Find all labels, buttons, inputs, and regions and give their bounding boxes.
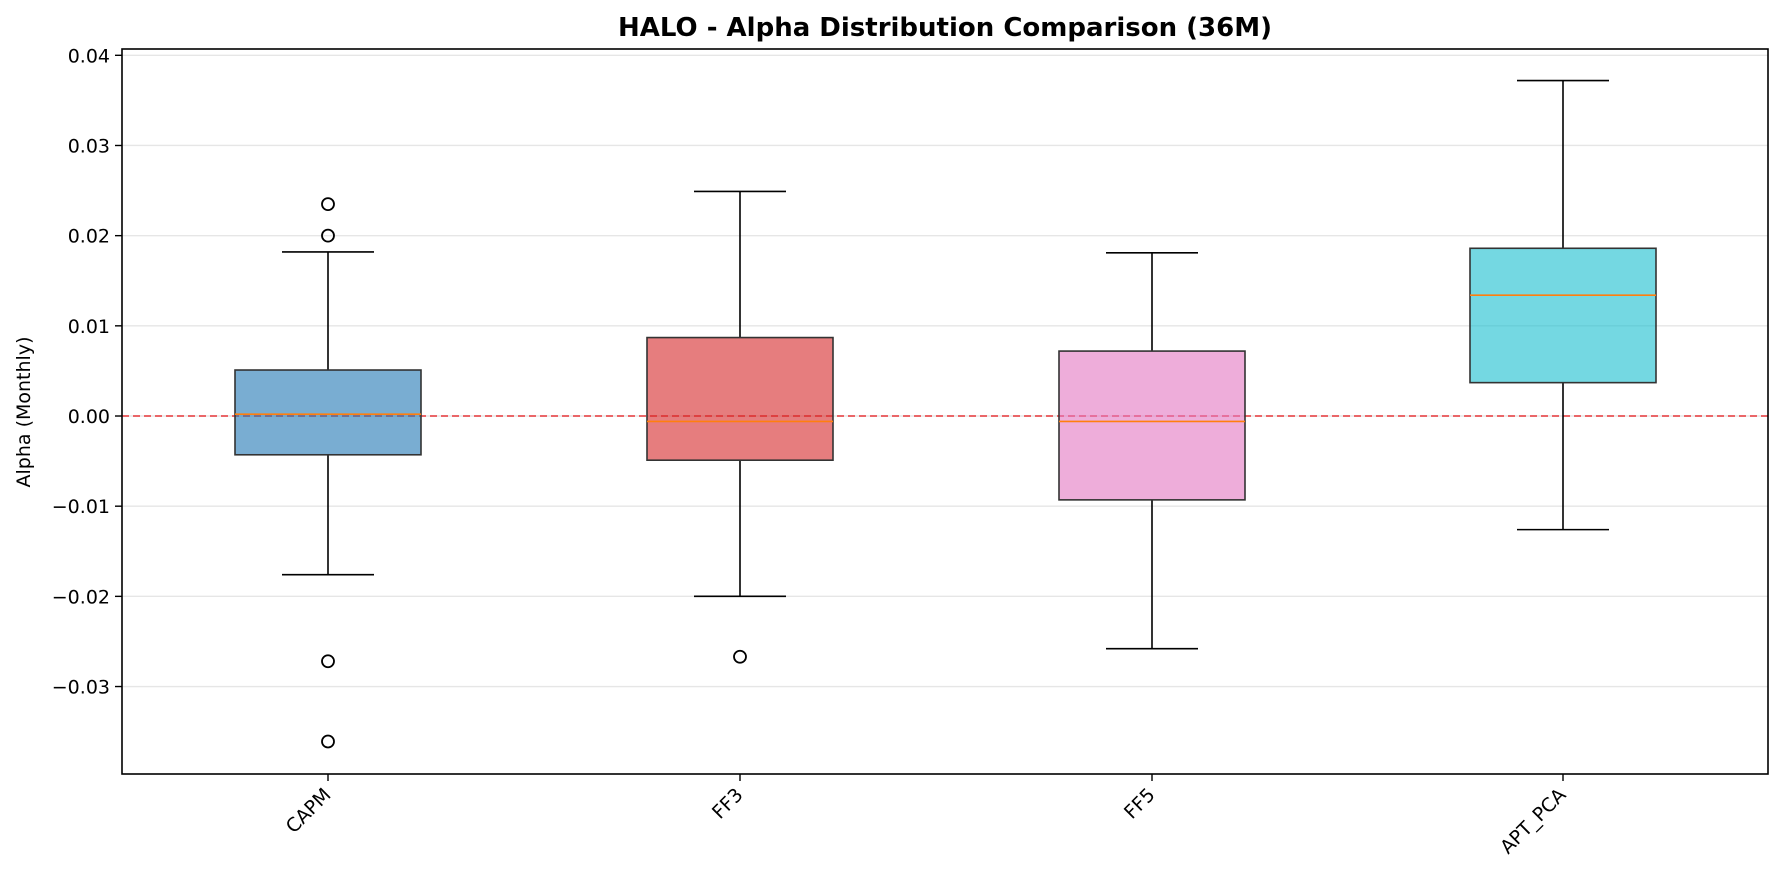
iqr-box — [234, 369, 422, 456]
x-tick-label: FF5 — [1120, 784, 1160, 824]
iqr-box — [646, 336, 834, 461]
y-tick-label: 0.03 — [68, 135, 110, 157]
y-tick-label: 0.01 — [68, 316, 110, 338]
outlier-point — [321, 197, 335, 211]
outlier-point — [321, 228, 335, 243]
x-axis-ticks: CAPM FF3 FF5 APT_PCA — [282, 774, 1571, 858]
iqr-box — [1469, 247, 1657, 384]
y-axis-ticks: 0.04 0.03 0.02 0.01 0.00 −0.01 −0.02 −0.03 — [52, 45, 122, 699]
outlier-point — [733, 649, 747, 664]
iqr-box — [1058, 350, 1246, 501]
y-tick-label: −0.03 — [52, 677, 110, 699]
x-tick-label: APT_PCA — [1496, 784, 1570, 858]
chart-title: HALO - Alpha Distribution Comparison (36… — [618, 13, 1272, 43]
outlier-point — [321, 654, 335, 669]
x-tick-label: CAPM — [282, 784, 336, 838]
box-series — [234, 79, 1657, 749]
box-group-ff5 — [1058, 251, 1246, 650]
x-tick-label: FF3 — [708, 784, 748, 824]
box-group-apt-pca — [1469, 79, 1657, 531]
box-group-ff3 — [646, 190, 834, 664]
y-tick-label: 0.00 — [68, 406, 110, 428]
y-tick-label: 0.04 — [68, 45, 110, 67]
y-tick-label: −0.02 — [52, 586, 110, 608]
y-tick-label: 0.02 — [68, 226, 110, 248]
box-group-capm — [234, 197, 422, 749]
outlier-point — [321, 734, 335, 749]
y-tick-label: −0.01 — [52, 496, 110, 518]
plot-frame — [121, 48, 1769, 775]
y-axis-label: Alpha (Monthly) — [13, 337, 35, 488]
